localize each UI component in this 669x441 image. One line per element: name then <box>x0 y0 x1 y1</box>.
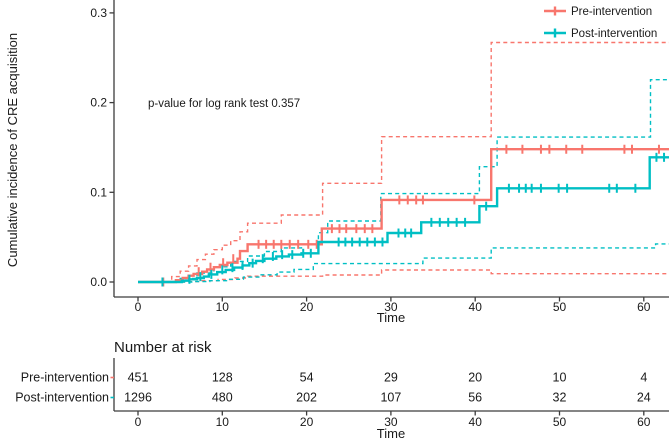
y-tick-label: 0.3 <box>90 6 107 20</box>
y-axis-label: Cumulative incidence of CRE acquisition <box>5 33 20 267</box>
risk-value: 56 <box>468 391 482 405</box>
risk-table-title: Number at risk <box>114 339 212 356</box>
pre-intervention-curve <box>138 148 669 284</box>
x-tick-label: 40 <box>469 300 483 314</box>
risk-x-tick-label: 50 <box>553 415 567 429</box>
risk-x-tick-label: 30 <box>384 415 398 429</box>
risk-value: 29 <box>384 371 398 385</box>
y-tick-label: 0.1 <box>90 185 107 199</box>
post-intervention-lower-ci <box>138 243 669 283</box>
risk-value: 32 <box>553 391 567 405</box>
risk-value: 4 <box>640 371 647 385</box>
y-tick-label: 0.0 <box>90 275 107 289</box>
risk-x-tick-label: 40 <box>469 415 483 429</box>
legend: Pre-intervention Post-intervention <box>571 6 657 40</box>
x-axis-label: Time <box>377 310 405 325</box>
risk-row-label-pre-intervention: Pre-intervention <box>21 371 109 385</box>
risk-value: 107 <box>380 391 401 405</box>
risk-x-tick-label: 60 <box>637 415 651 429</box>
legend-label-post-intervention: Post-intervention <box>571 28 657 40</box>
risk-value: 128 <box>212 371 233 385</box>
risk-value: 202 <box>296 391 317 405</box>
risk-value: 24 <box>637 391 651 405</box>
risk-x-tick-label: 10 <box>216 415 230 429</box>
x-tick-label: 20 <box>300 300 314 314</box>
risk-value: 54 <box>300 371 314 385</box>
y-tick-label: 0.2 <box>90 96 107 110</box>
pre-intervention-upper-ci <box>138 41 669 283</box>
post-intervention-curve <box>138 156 669 284</box>
risk-row-label-post-intervention: Post-intervention <box>15 391 109 405</box>
risk-x-axis-label: Time <box>377 426 405 441</box>
risk-value: 10 <box>553 371 567 385</box>
x-tick-label: 30 <box>384 300 398 314</box>
x-tick-label: 0 <box>135 300 142 314</box>
p-value-annotation: p-value for log rank test 0.357 <box>148 98 300 110</box>
x-tick-label: 50 <box>553 300 567 314</box>
risk-value: 1296 <box>124 391 152 405</box>
x-tick-label: 60 <box>637 300 651 314</box>
risk-value: 480 <box>212 391 233 405</box>
risk-x-tick-label: 20 <box>300 415 314 429</box>
legend-label-pre-intervention: Pre-intervention <box>571 6 652 18</box>
risk-value: 451 <box>128 371 149 385</box>
risk-x-tick-label: 0 <box>135 415 142 429</box>
risk-value: 20 <box>468 371 482 385</box>
post-intervention-upper-ci <box>138 79 669 283</box>
x-tick-label: 10 <box>216 300 230 314</box>
